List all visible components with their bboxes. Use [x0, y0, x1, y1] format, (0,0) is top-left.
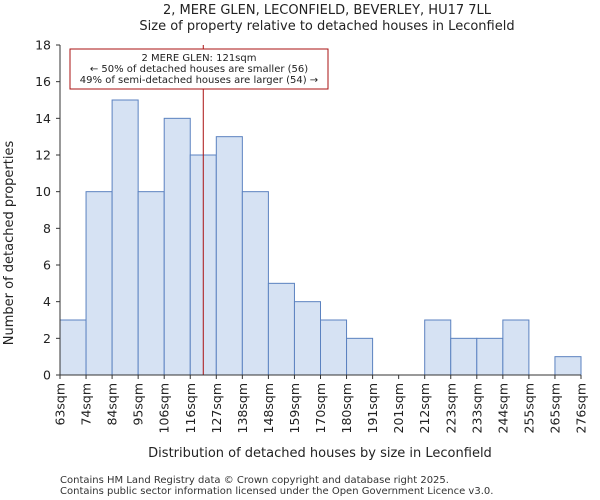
y-tick-label-6: 6: [43, 258, 51, 273]
y-tick-label-4: 4: [43, 294, 51, 309]
bar-95sqm: [137, 191, 165, 376]
x-tick-label-191sqm: 191sqm: [365, 383, 380, 433]
y-tick-label-10: 10: [35, 184, 51, 199]
chart-subtitle: Size of property relative to detached ho…: [139, 19, 514, 34]
y-tick-label-18: 18: [35, 38, 51, 53]
x-tick-label-74sqm: 74sqm: [79, 383, 94, 426]
y-tick-label-2: 2: [43, 331, 51, 346]
bar-159sqm: [293, 301, 322, 376]
x-tick-label-180sqm: 180sqm: [339, 383, 354, 433]
footer-line-2: Contains public sector information licen…: [60, 486, 493, 497]
y-tick-label-0: 0: [43, 368, 51, 383]
bar-84sqm: [111, 99, 139, 376]
x-tick-label-148sqm: 148sqm: [261, 383, 276, 433]
bar-138sqm: [241, 191, 269, 376]
x-tick-label-265sqm: 265sqm: [547, 383, 562, 433]
bar-212sqm: [424, 319, 452, 376]
x-tick-label-223sqm: 223sqm: [443, 383, 458, 433]
y-axis: 0 2 4 6 8 10 12 14 16 18: [35, 38, 60, 383]
annotation-box: 2 MERE GLEN: 121sqm ← 50% of detached ho…: [69, 48, 329, 90]
y-tick-label-14: 14: [35, 111, 51, 126]
y-tick-label-12: 12: [35, 148, 51, 163]
bar-63sqm: [59, 319, 87, 376]
x-tick-label-106sqm: 106sqm: [157, 383, 172, 433]
chart-title: 2, MERE GLEN, LECONFIELD, BEVERLEY, HU17…: [163, 3, 492, 18]
annotation-line-1: 2 MERE GLEN: 121sqm: [142, 53, 257, 64]
y-tick-label-16: 16: [35, 74, 51, 89]
x-tick-label-63sqm: 63sqm: [53, 383, 68, 426]
x-axis-label: Distribution of detached houses by size …: [148, 446, 492, 461]
bar-244sqm: [502, 319, 530, 376]
x-axis: 63sqm 74sqm 84sqm 95sqm 106sqm 116sqm 127sqm 13…: [53, 375, 589, 433]
bar-127sqm: [215, 136, 243, 376]
plot-frame: [59, 45, 581, 376]
x-tick-label-255sqm: 255sqm: [521, 383, 536, 433]
annotation-frame: [69, 48, 329, 90]
bar-170sqm: [320, 319, 348, 376]
x-tick-label-116sqm: 116sqm: [183, 383, 198, 433]
x-tick-label-212sqm: 212sqm: [417, 383, 432, 433]
bar-180sqm: [346, 337, 374, 376]
x-tick-label-170sqm: 170sqm: [313, 383, 328, 433]
x-tick-label-233sqm: 233sqm: [469, 383, 484, 433]
bar-223sqm: [450, 337, 478, 376]
x-tick-label-276sqm: 276sqm: [574, 383, 589, 433]
bar-106sqm: [163, 117, 191, 376]
y-tick-label-8: 8: [43, 221, 51, 236]
bar-148sqm: [267, 282, 295, 376]
annotation-line-3: 49% of semi-detached houses are larger (…: [80, 75, 318, 86]
x-tick-label-95sqm: 95sqm: [131, 383, 146, 426]
x-tick-label-84sqm: 84sqm: [105, 383, 120, 426]
y-axis-label: Number of detached properties: [2, 141, 17, 346]
bar-265sqm: [554, 356, 582, 376]
x-tick-label-138sqm: 138sqm: [235, 383, 250, 433]
annotation-line-2: ← 50% of detached houses are smaller (56…: [90, 64, 308, 75]
bar-233sqm: [476, 337, 504, 376]
x-tick-label-127sqm: 127sqm: [209, 383, 224, 433]
x-tick-label-159sqm: 159sqm: [287, 383, 302, 433]
x-tick-label-201sqm: 201sqm: [391, 383, 406, 433]
bars-group: [59, 99, 582, 376]
x-tick-label-244sqm: 244sqm: [495, 383, 510, 433]
footer-line-1: Contains HM Land Registry data © Crown c…: [60, 475, 449, 486]
bar-74sqm: [85, 191, 113, 376]
